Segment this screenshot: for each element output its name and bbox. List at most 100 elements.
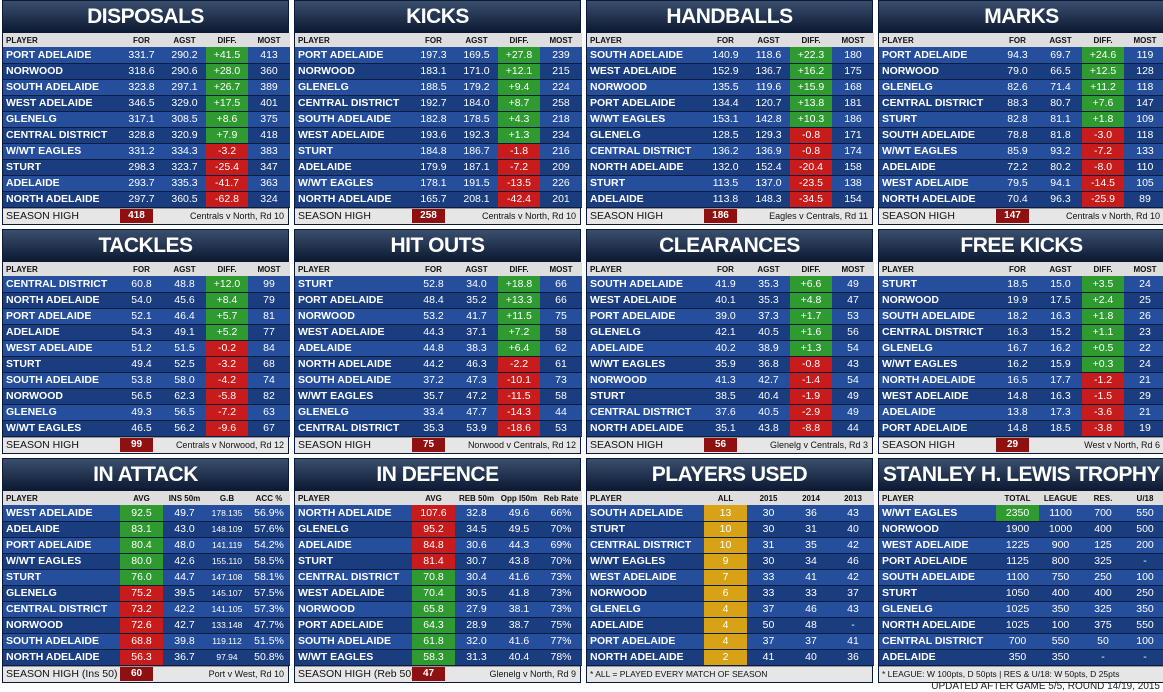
stat-cell: 40.1 (704, 292, 747, 309)
stat-cell: -7.2 (206, 404, 248, 421)
team-name: NORWOOD (3, 63, 120, 80)
season-high-value: 60 (120, 667, 153, 681)
stat-cell: 290.2 (163, 47, 206, 64)
team-name: NORWOOD (879, 63, 996, 80)
stat-cell: 46.5 (120, 420, 163, 437)
team-name: CENTRAL DISTRICT (295, 95, 412, 112)
table-row: NORWOOD 41.3 42.7 -1.4 54 (587, 372, 874, 389)
stat-cell: 61.8 (412, 633, 455, 650)
stat-cell: 16.3 (1039, 388, 1082, 405)
stat-cell: 180 (832, 47, 874, 64)
column-header: AGST (747, 262, 790, 276)
season-high-value: 75 (412, 438, 445, 452)
stat-cell: 346.5 (120, 95, 163, 112)
table-row: PORT ADELAIDE 14.8 18.5 -3.8 19 (879, 420, 1163, 437)
stat-cell: 550 (1124, 617, 1163, 634)
panel-title: MARKS (879, 1, 1163, 33)
team-name: GLENELG (295, 404, 412, 421)
stat-cell: - (1124, 649, 1163, 666)
team-name: NORWOOD (295, 308, 412, 325)
stat-cell: 34.5 (455, 521, 498, 538)
stat-cell: 375 (248, 111, 290, 128)
team-name: WEST ADELAIDE (587, 569, 704, 586)
stat-cell: -8.8 (790, 420, 832, 437)
team-name: PORT ADELAIDE (879, 47, 996, 64)
table-row: GLENELG 4 37 46 43 (587, 601, 874, 618)
stat-cell: 33.4 (412, 404, 455, 421)
stat-cell: 74 (248, 372, 290, 389)
season-high-value: 186 (704, 209, 737, 223)
stat-cell: 750 (1039, 569, 1082, 586)
stat-cell: 30 (747, 521, 790, 538)
table-row: PORT ADELAIDE 64.3 28.9 38.7 75% (295, 617, 582, 634)
stat-cell: 179.2 (455, 79, 498, 96)
stat-cell: 125 (1082, 537, 1124, 554)
stat-cell: 200 (1124, 537, 1163, 554)
stat-cell: 46 (790, 601, 832, 618)
table-header: PLAYER FOR AGST DIFF. MOST (587, 262, 874, 276)
stat-cell: 239 (540, 47, 582, 64)
table-row: NORWOOD 72.6 42.7 133.148 47.7% (3, 617, 290, 634)
table-row: GLENELG 82.6 71.4 +11.2 118 (879, 79, 1163, 96)
team-name: CENTRAL DISTRICT (3, 127, 120, 144)
table-row: WEST ADELAIDE 44.3 37.1 +7.2 58 (295, 324, 582, 341)
stat-cell: 328.8 (120, 127, 163, 144)
panel-note: * ALL = PLAYED EVERY MATCH OF SEASON (587, 665, 872, 682)
table-row: CENTRAL DISTRICT 88.3 80.7 +7.6 147 (879, 95, 1163, 112)
stat-cell: 360 (248, 63, 290, 80)
table-row: PORT ADELAIDE 331.7 290.2 +41.5 413 (3, 47, 290, 64)
column-header: DIFF. (1082, 262, 1124, 276)
stat-cell: -34.5 (790, 191, 832, 208)
table-row: STURT 18.5 15.0 +3.5 24 (879, 276, 1163, 293)
stat-cell: 16.7 (996, 340, 1039, 357)
table-row: STURT 81.4 30.7 43.8 70% (295, 553, 582, 570)
stat-cell: 76.0 (120, 569, 163, 586)
stat-cell: +1.6 (790, 324, 832, 341)
table-row: NORTH ADELAIDE 56.3 36.7 97.94 50.8% (3, 649, 290, 666)
stat-cell: 49.7 (163, 505, 206, 522)
stat-cell: 42.2 (163, 601, 206, 618)
stat-cell: 97.94 (206, 649, 248, 666)
panel-inattack: IN ATTACK PLAYER AVG INS 50m G.B ACC % WEST AD… (2, 458, 290, 683)
stat-cell: 58 (540, 388, 582, 405)
stat-cell: 50.8% (248, 649, 290, 666)
stat-cell: 16.3 (996, 324, 1039, 341)
stat-cell: -1.4 (790, 372, 832, 389)
stat-cell: 1000 (1039, 521, 1082, 538)
table-row: PORT ADELAIDE 4 37 37 41 (587, 633, 874, 650)
season-high-note: Centrals v North, Rd 10 (189, 211, 284, 221)
table-row: CENTRAL DISTRICT 10 31 35 42 (587, 537, 874, 554)
panel-title: PLAYERS USED (587, 459, 872, 491)
stat-cell: 30.7 (455, 553, 498, 570)
stats-table: PLAYER TOTAL LEAGUE RES. U/18 W/WT EAGLES 2350… (879, 491, 1163, 666)
stat-cell: 58 (540, 324, 582, 341)
panel-title: HIT OUTS (295, 230, 580, 262)
team-name: SOUTH ADELAIDE (879, 569, 996, 586)
team-name: ADELAIDE (587, 617, 704, 634)
stat-cell: 49 (832, 404, 874, 421)
column-header: MOST (248, 33, 290, 47)
season-high-row: SEASON HIGH 99 Centrals v Norwood, Rd 12 (3, 436, 288, 453)
team-name: GLENELG (295, 79, 412, 96)
stat-cell: 147 (1124, 95, 1163, 112)
stat-cell: 82.8 (996, 111, 1039, 128)
stat-cell: -4.2 (206, 372, 248, 389)
stat-cell: 66 (540, 292, 582, 309)
table-row: CENTRAL DISTRICT 16.3 15.2 +1.1 23 (879, 324, 1163, 341)
team-name: ADELAIDE (3, 521, 120, 538)
table-row: NORTH ADELAIDE 107.6 32.8 49.6 66% (295, 505, 582, 522)
team-name: STURT (295, 276, 412, 293)
stat-cell: 250 (1124, 585, 1163, 602)
stat-cell: +22.3 (790, 47, 832, 64)
team-name: W/WT EAGLES (3, 143, 120, 160)
team-name: NORWOOD (3, 388, 120, 405)
table-row: CENTRAL DISTRICT 37.6 40.5 -2.9 49 (587, 404, 874, 421)
stat-cell: 158 (832, 159, 874, 176)
team-name: STURT (295, 143, 412, 160)
stat-cell: 48.0 (163, 537, 206, 554)
stat-cell: 800 (1039, 553, 1082, 570)
table-row: SOUTH ADELAIDE 68.8 39.8 119.112 51.5% (3, 633, 290, 650)
stat-cell: 69.7 (1039, 47, 1082, 64)
table-row: WEST ADELAIDE 1225 900 125 200 (879, 537, 1163, 554)
stat-cell: +2.4 (1082, 292, 1124, 309)
